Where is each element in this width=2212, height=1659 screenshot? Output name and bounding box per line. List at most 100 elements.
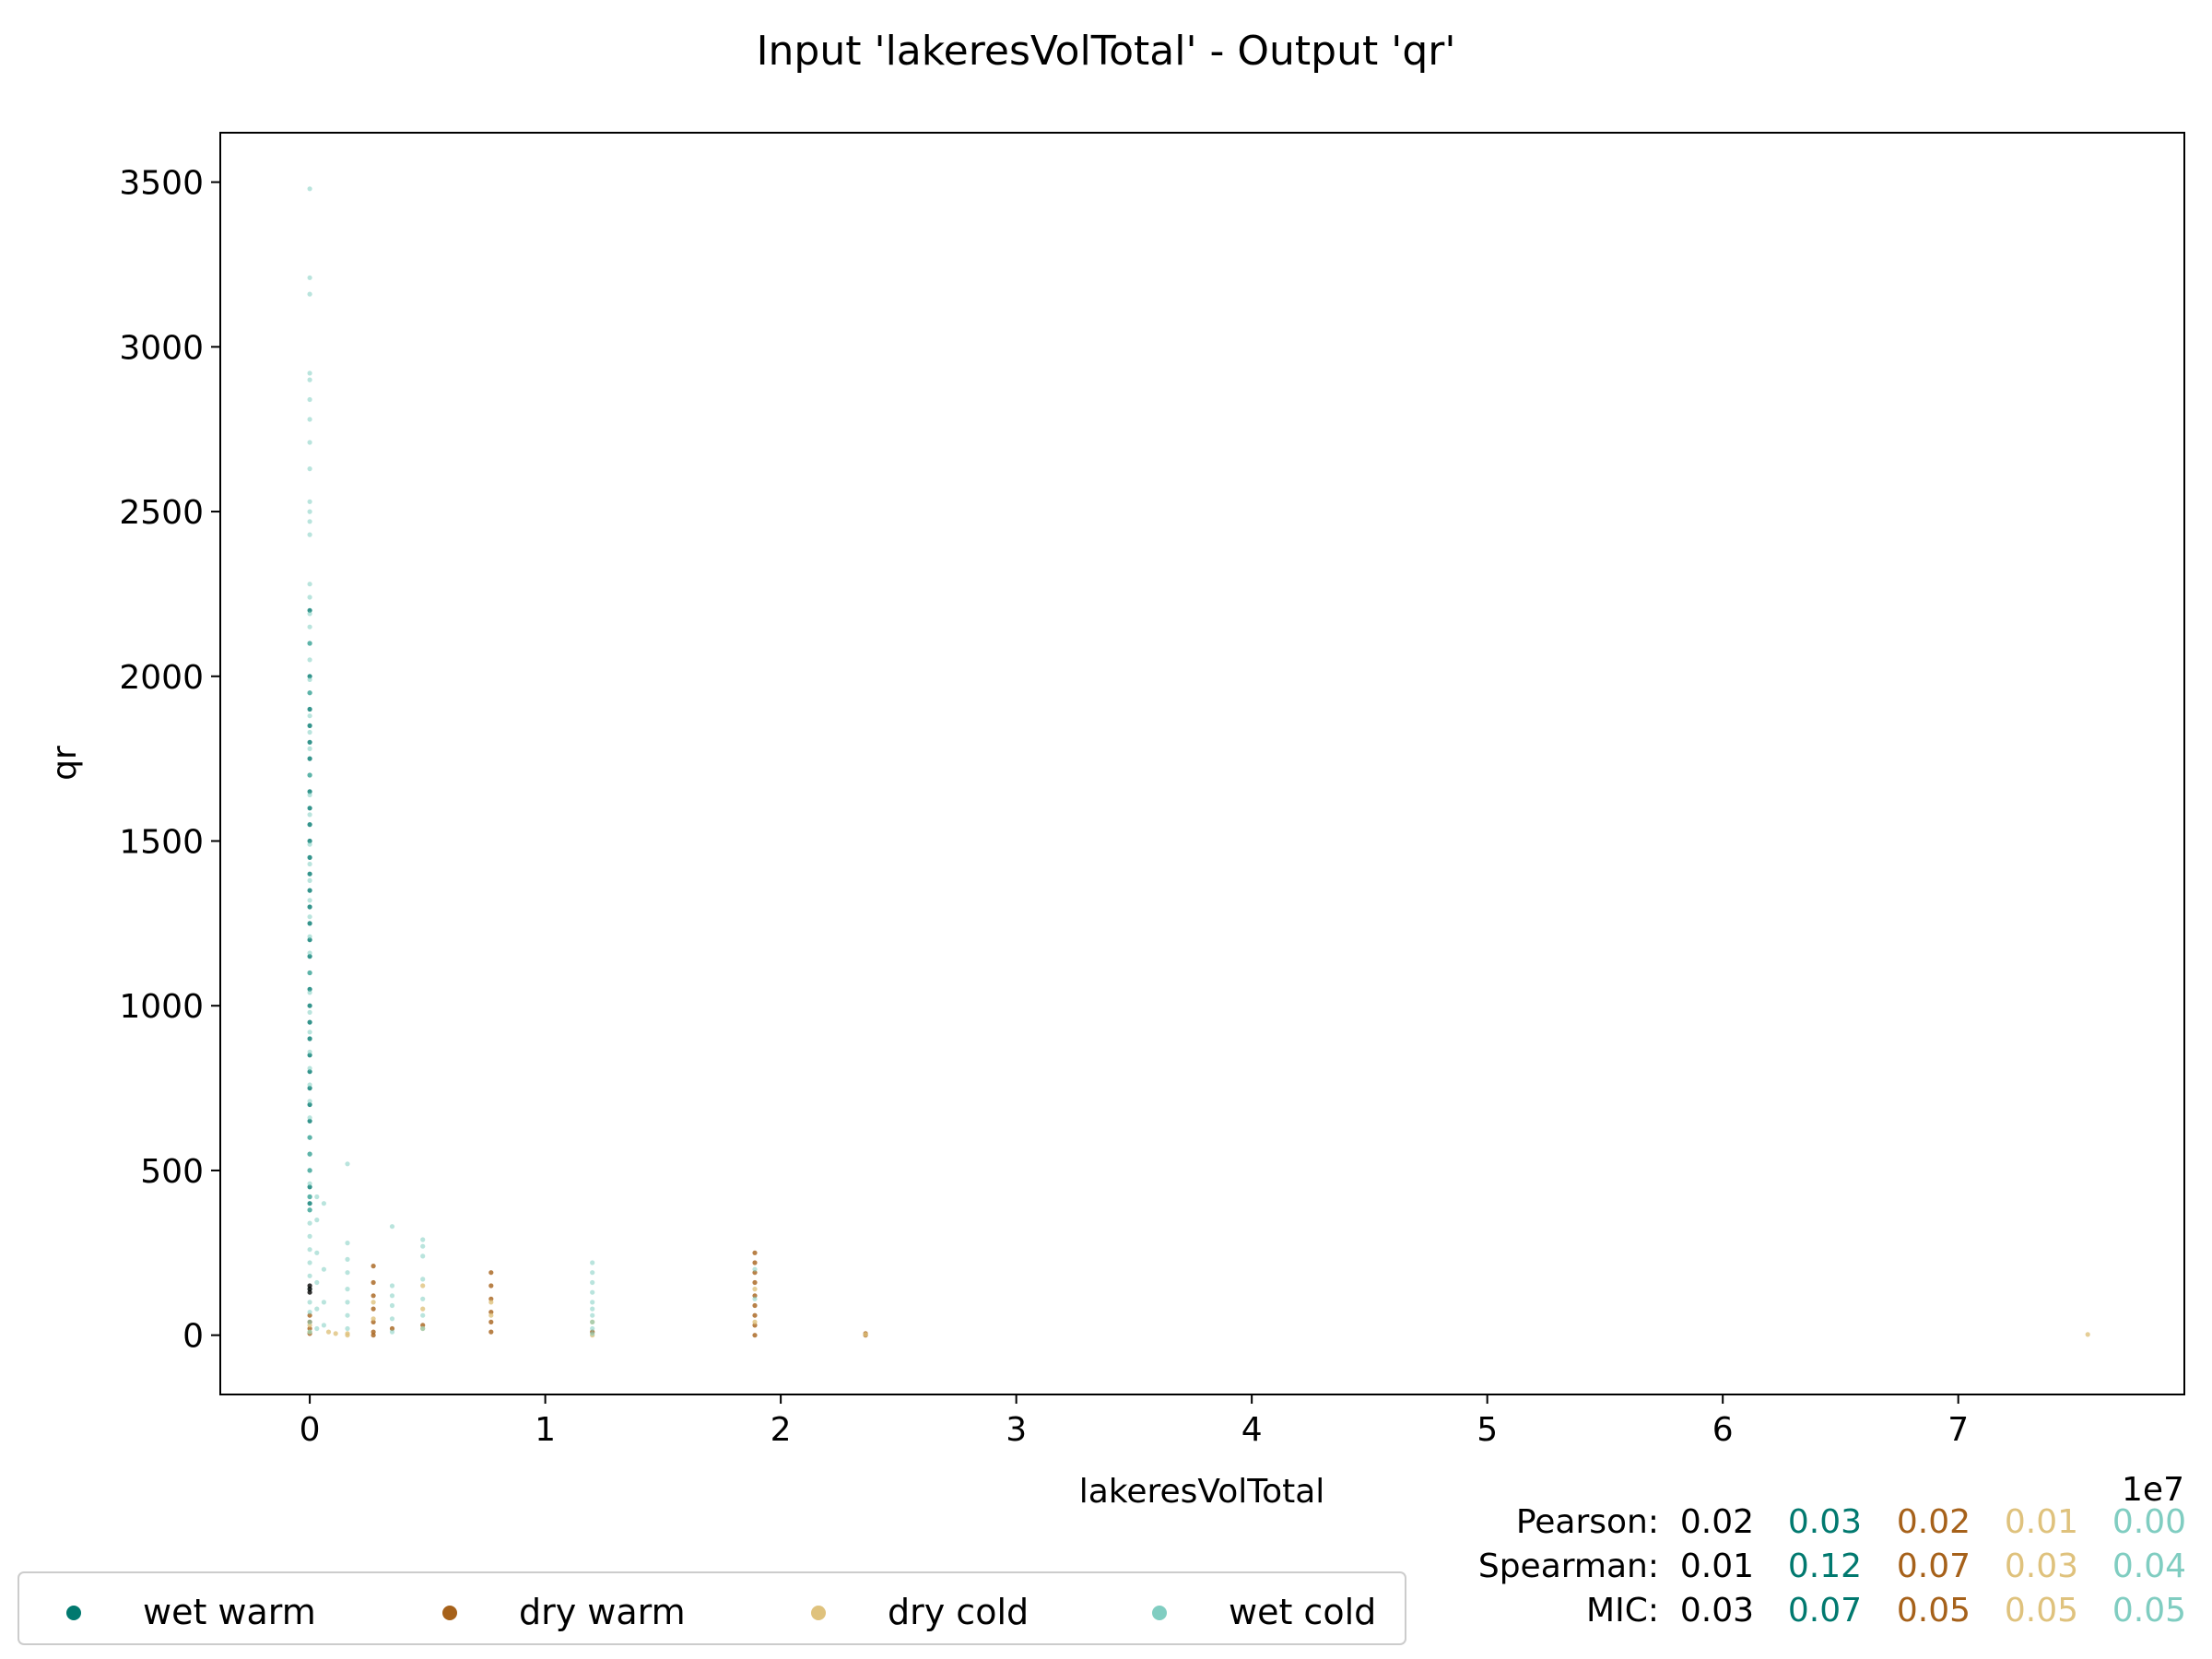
x-tick-label: 6 <box>1712 1411 1734 1449</box>
data-point <box>307 950 312 956</box>
x-tick-label: 3 <box>1006 1411 1027 1449</box>
data-point <box>307 519 312 524</box>
y-tick-label: 3000 <box>119 329 204 367</box>
data-point <box>321 1201 326 1206</box>
data-point <box>307 674 312 679</box>
data-point <box>307 1168 312 1173</box>
x-tick-label: 1 <box>535 1411 556 1449</box>
y-axis-ticks: 0 500 1000 1500 2000 2500 3000 3500 <box>119 165 220 1356</box>
data-point <box>307 1319 312 1324</box>
data-point <box>307 1151 312 1157</box>
data-point <box>371 1279 376 1286</box>
x-axis-ticks: 0 1 2 3 4 5 6 7 <box>300 1394 1969 1449</box>
data-point <box>307 1069 312 1075</box>
data-point <box>345 1333 350 1338</box>
stat-value: 0.00 <box>2112 1503 2186 1541</box>
data-point <box>307 841 312 847</box>
data-point <box>752 1279 758 1286</box>
data-point <box>420 1253 426 1259</box>
stat-value: 0.04 <box>2112 1547 2186 1585</box>
data-point <box>371 1316 376 1322</box>
data-point <box>307 690 312 696</box>
y-tick-label: 3500 <box>119 165 204 203</box>
data-point <box>307 706 312 712</box>
data-point <box>590 1306 595 1312</box>
data-point <box>307 1082 312 1088</box>
data-point <box>488 1270 494 1276</box>
data-point <box>307 1118 312 1124</box>
data-point <box>420 1312 426 1318</box>
data-point <box>488 1283 494 1288</box>
chart-title: Input 'lakeresVolTotal' - Output 'qr' <box>757 28 1456 75</box>
data-point <box>307 594 312 600</box>
legend-marker <box>1152 1606 1167 1620</box>
y-axis-label: qr <box>46 746 84 781</box>
data-point <box>307 888 312 893</box>
legend-label: dry cold <box>888 1592 1029 1632</box>
data-point <box>307 624 312 629</box>
data-point <box>371 1264 376 1269</box>
data-point <box>420 1243 426 1249</box>
data-point <box>307 1049 312 1054</box>
data-point <box>314 1279 320 1286</box>
x-tick-label: 5 <box>1477 1411 1498 1449</box>
data-point <box>389 1329 395 1335</box>
data-point <box>389 1316 395 1322</box>
data-point <box>321 1266 326 1272</box>
data-point <box>307 1135 312 1140</box>
data-point <box>488 1300 494 1305</box>
data-point <box>307 838 312 844</box>
data-point <box>307 509 312 514</box>
data-point <box>307 1065 312 1071</box>
data-point <box>307 1273 312 1278</box>
x-axis-offset-label: 1e7 <box>2122 1471 2184 1509</box>
data-point <box>345 1325 350 1332</box>
data-point <box>307 921 312 926</box>
legend: wet warm dry warm dry cold wet cold <box>18 1571 1406 1645</box>
data-point <box>307 934 312 939</box>
data-point <box>307 641 312 646</box>
data-point <box>863 1332 868 1337</box>
data-point <box>371 1329 376 1335</box>
data-point <box>307 772 312 778</box>
data-point <box>752 1302 758 1309</box>
data-point <box>307 371 312 376</box>
data-point <box>307 499 312 504</box>
data-point <box>307 986 312 992</box>
data-point <box>314 1325 320 1332</box>
points-layer <box>307 186 2090 1338</box>
data-point <box>307 914 312 920</box>
data-point <box>307 532 312 537</box>
data-point <box>314 1194 320 1200</box>
data-point <box>488 1312 494 1318</box>
data-point <box>307 1312 312 1318</box>
data-point <box>420 1283 426 1288</box>
legend-label: wet cold <box>1229 1592 1376 1632</box>
data-point <box>420 1306 426 1312</box>
x-tick-label: 0 <box>300 1411 321 1449</box>
stat-value: 0.01 <box>2005 1503 2078 1541</box>
data-point <box>307 1099 312 1104</box>
data-point <box>389 1302 395 1309</box>
stat-value: 0.07 <box>1788 1592 1862 1630</box>
data-point <box>752 1287 758 1292</box>
data-point <box>371 1293 376 1299</box>
stat-value: 0.07 <box>1897 1547 1971 1585</box>
data-point <box>314 1218 320 1223</box>
plot-area <box>219 132 2185 1395</box>
data-point <box>2085 1332 2090 1337</box>
legend-frame <box>18 1571 1406 1645</box>
data-point <box>371 1300 376 1305</box>
data-point <box>307 1207 312 1213</box>
data-point <box>307 789 312 794</box>
data-point <box>752 1319 758 1324</box>
legend-label: dry warm <box>519 1592 686 1632</box>
data-point <box>307 1194 312 1200</box>
data-point <box>307 970 312 976</box>
data-point <box>307 1101 312 1108</box>
data-point <box>371 1306 376 1312</box>
data-point <box>307 812 312 818</box>
stat-value: 0.05 <box>1897 1592 1971 1630</box>
data-point <box>307 1247 312 1253</box>
data-point <box>307 1019 312 1025</box>
